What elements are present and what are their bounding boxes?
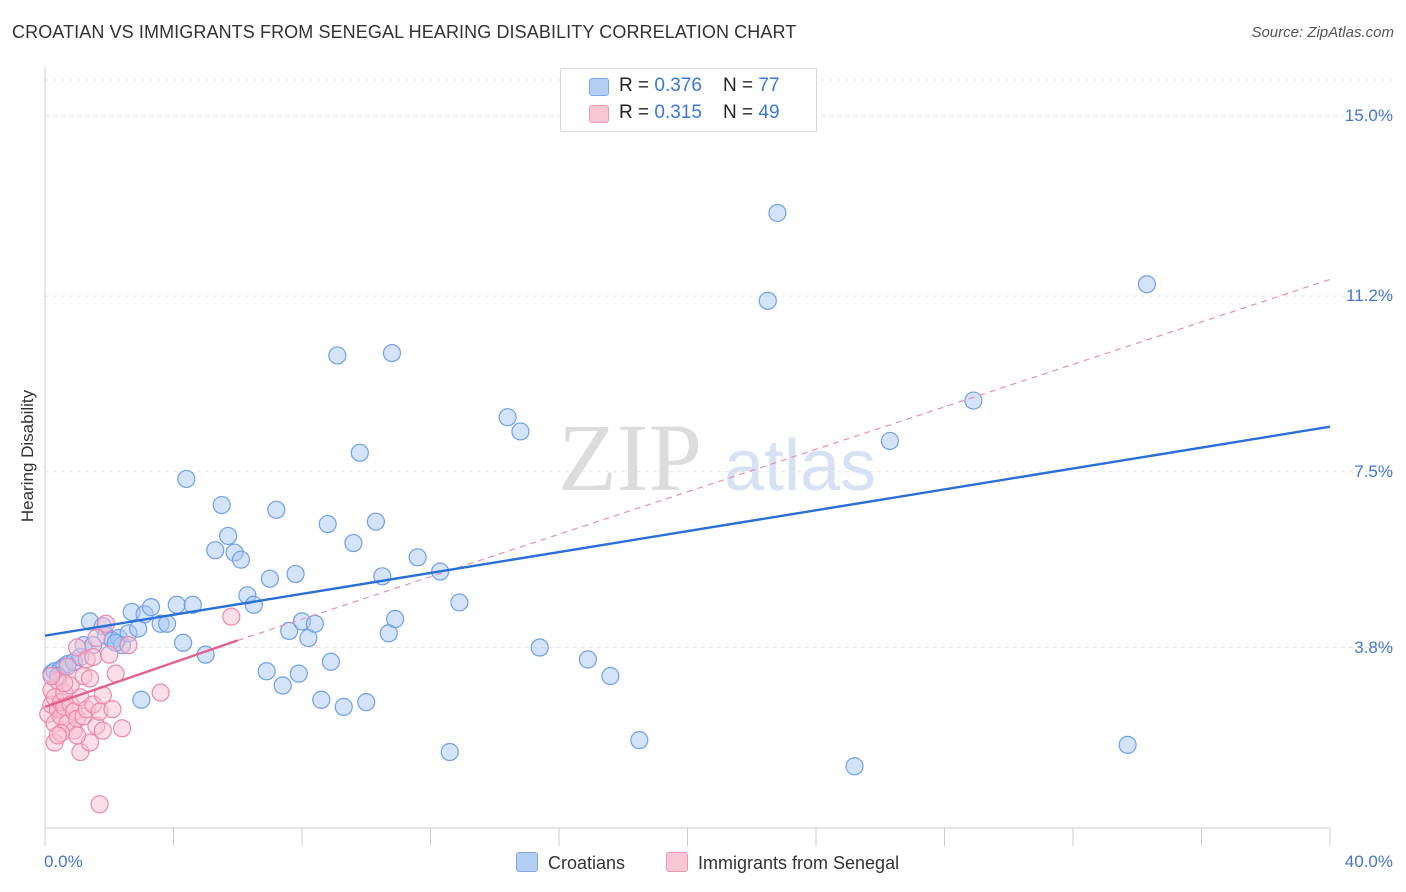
bottom-legend-croatians: Croatians — [516, 852, 625, 874]
legend-swatch-senegal — [589, 105, 609, 123]
y-tick-label: 15.0% — [1344, 105, 1393, 125]
croatians-point — [273, 676, 292, 695]
senegal-point — [68, 726, 87, 745]
croatians-point — [132, 690, 151, 709]
croatians-point — [289, 664, 308, 683]
y-tick-label: 7.5% — [1354, 461, 1393, 481]
senegal-point — [151, 683, 170, 702]
croatians-point — [386, 609, 405, 629]
senegal-trend-line — [44, 639, 239, 709]
croatians-point — [206, 541, 225, 560]
croatians-point — [334, 697, 353, 716]
croatians-point — [344, 533, 363, 553]
legend-n-value: 77 — [758, 75, 780, 96]
senegal-point — [48, 726, 67, 745]
croatians-point — [328, 346, 347, 365]
x-tick-label-min: 0.0% — [44, 852, 83, 871]
croatians-point — [758, 291, 777, 310]
y-tick-label: 3.8% — [1354, 637, 1393, 657]
croatians-point — [286, 564, 305, 584]
croatians-point — [219, 526, 238, 546]
croatians-point — [880, 431, 899, 451]
croatians-point — [440, 742, 459, 762]
bottom-legend-senegal: Immigrants from Senegal — [666, 852, 899, 874]
senegal-point — [119, 636, 138, 655]
chart-title: CROATIAN VS IMMIGRANTS FROM SENEGAL HEAR… — [12, 22, 797, 42]
data-points — [39, 203, 1156, 814]
x-tick-label-max: 40.0% — [1344, 852, 1393, 871]
croatians-point — [382, 343, 402, 363]
senegal-point — [58, 657, 77, 676]
croatians-point — [964, 391, 983, 410]
legend-r-value: 0.315 — [654, 102, 702, 123]
senegal-point — [112, 719, 132, 738]
croatians-point — [366, 512, 385, 531]
croatians-point — [530, 638, 549, 657]
legend-n-value: 49 — [758, 102, 780, 123]
legend-n-label: N = — [723, 75, 759, 96]
senegal-point — [93, 721, 112, 740]
croatians-point — [357, 693, 376, 712]
croatians-point — [257, 662, 276, 681]
croatians-point — [305, 614, 324, 633]
senegal-point — [103, 700, 122, 719]
croatians-point — [768, 203, 787, 223]
bottom-legend-label: Immigrants from Senegal — [698, 853, 900, 873]
trend-lines — [44, 278, 1331, 709]
croatians-point — [630, 731, 649, 750]
legend-r-label: R = — [619, 102, 655, 123]
senegal-point — [68, 638, 87, 657]
croatians-point — [845, 757, 864, 776]
croatians-point — [141, 598, 161, 617]
senegal-point — [87, 628, 106, 648]
watermark-atlas: atlas — [724, 426, 876, 506]
senegal-point — [42, 666, 61, 686]
croatians-trend-line — [44, 425, 1331, 637]
croatians-point — [174, 633, 193, 652]
legend-r-value: 0.376 — [654, 75, 702, 96]
watermark: ZIP atlas — [558, 404, 876, 511]
senegal-trend-extension — [237, 278, 1331, 641]
legend-row-croatians: R = 0.376 N = 77 — [619, 75, 780, 97]
croatians-point — [511, 422, 530, 441]
croatians-point — [312, 690, 331, 709]
senegal-point — [80, 669, 100, 688]
croatians-point — [1118, 735, 1137, 754]
watermark-zip: ZIP — [558, 404, 702, 511]
croatians-point — [318, 514, 337, 534]
croatians-point — [260, 569, 279, 588]
y-axis-label: Hearing Disability — [18, 389, 37, 523]
croatians-point — [498, 408, 517, 427]
stats-legend: R = 0.376 N = 77 R = 0.315 N = 49 — [560, 68, 817, 132]
croatians-point — [177, 469, 196, 489]
legend-n-label: N = — [723, 102, 759, 123]
legend-swatch-croatians — [589, 78, 609, 96]
croatians-point — [167, 595, 186, 614]
bottom-legend-swatch — [516, 852, 538, 872]
croatians-point — [450, 593, 469, 612]
croatians-point — [231, 550, 251, 569]
croatians-point — [601, 666, 620, 686]
bottom-legend-swatch — [666, 852, 688, 872]
croatians-point — [408, 548, 427, 567]
croatians-point — [350, 443, 369, 462]
croatians-point — [280, 621, 299, 641]
senegal-point — [84, 647, 103, 667]
legend-r-label: R = — [619, 75, 655, 96]
y-tick-label: 11.2% — [1346, 286, 1393, 306]
croatians-point — [212, 495, 231, 515]
croatians-point — [321, 652, 341, 671]
croatians-point — [183, 595, 202, 614]
croatians-point — [1137, 275, 1156, 294]
legend-row-senegal: R = 0.315 N = 49 — [619, 102, 780, 124]
croatians-point — [244, 595, 263, 614]
senegal-point — [222, 607, 241, 626]
croatians-point — [267, 500, 286, 519]
source-label: Source: ZipAtlas.com — [1251, 24, 1394, 41]
senegal-point — [100, 645, 119, 664]
senegal-point — [90, 795, 109, 814]
croatians-point — [578, 650, 598, 669]
bottom-legend-label: Croatians — [548, 853, 626, 873]
